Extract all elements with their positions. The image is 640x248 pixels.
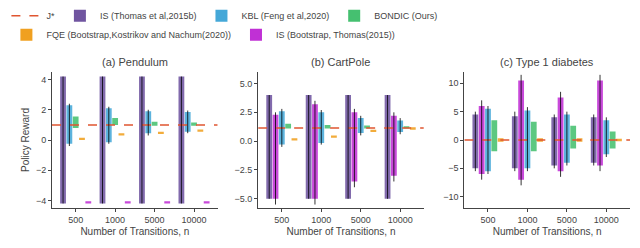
svg-text:500: 500: [480, 215, 495, 225]
svg-text:5: 5: [453, 107, 458, 117]
svg-text:KBL (Feng et al,2020): KBL (Feng et al,2020): [241, 11, 329, 21]
svg-text:−4: −4: [36, 196, 46, 206]
svg-text:4: 4: [41, 75, 46, 85]
svg-text:(a) Pendulum: (a) Pendulum: [102, 56, 168, 68]
svg-text:1000: 1000: [517, 215, 537, 225]
svg-text:5000: 5000: [351, 215, 371, 225]
svg-text:Number of Transitions, n: Number of Transitions, n: [493, 226, 602, 237]
svg-text:−5: −5: [448, 163, 458, 173]
svg-text:5000: 5000: [145, 215, 165, 225]
svg-text:1000: 1000: [105, 215, 125, 225]
svg-text:0: 0: [453, 135, 458, 145]
svg-text:Number of Transitions, n: Number of Transitions, n: [80, 226, 189, 237]
svg-text:10000: 10000: [182, 215, 207, 225]
svg-text:J*: J*: [46, 11, 55, 21]
svg-text:−5.0: −5.0: [235, 194, 253, 204]
svg-text:IS (Bootstrap, Thomas(2015)): IS (Bootstrap, Thomas(2015)): [276, 30, 395, 40]
svg-text:(c) Type 1 diabetes: (c) Type 1 diabetes: [500, 56, 594, 68]
svg-text:−2: −2: [36, 165, 46, 175]
svg-text:IS (Thomas et al,2015b): IS (Thomas et al,2015b): [100, 11, 197, 21]
svg-text:−2.5: −2.5: [235, 165, 253, 175]
svg-text:0: 0: [41, 135, 46, 145]
svg-text:2: 2: [41, 105, 46, 115]
svg-text:10: 10: [448, 78, 458, 88]
svg-text:BONDIC (Ours): BONDIC (Ours): [374, 11, 437, 21]
svg-text:500: 500: [68, 215, 83, 225]
svg-text:FQE (Bootstrap,Kostrikov and N: FQE (Bootstrap,Kostrikov and Nachum(2020…: [46, 30, 231, 40]
svg-text:10000: 10000: [388, 215, 413, 225]
svg-text:2.5: 2.5: [240, 107, 253, 117]
svg-text:5000: 5000: [557, 215, 577, 225]
svg-text:Number of Transitions, n: Number of Transitions, n: [287, 226, 396, 237]
svg-text:10000: 10000: [594, 215, 619, 225]
svg-text:500: 500: [274, 215, 289, 225]
svg-text:−10: −10: [443, 192, 458, 202]
svg-text:0.0: 0.0: [240, 136, 253, 146]
svg-text:5.0: 5.0: [240, 79, 253, 89]
svg-text:Policy Reward: Policy Reward: [20, 108, 31, 172]
svg-text:(b) CartPole: (b) CartPole: [311, 56, 370, 68]
svg-text:1000: 1000: [311, 215, 331, 225]
